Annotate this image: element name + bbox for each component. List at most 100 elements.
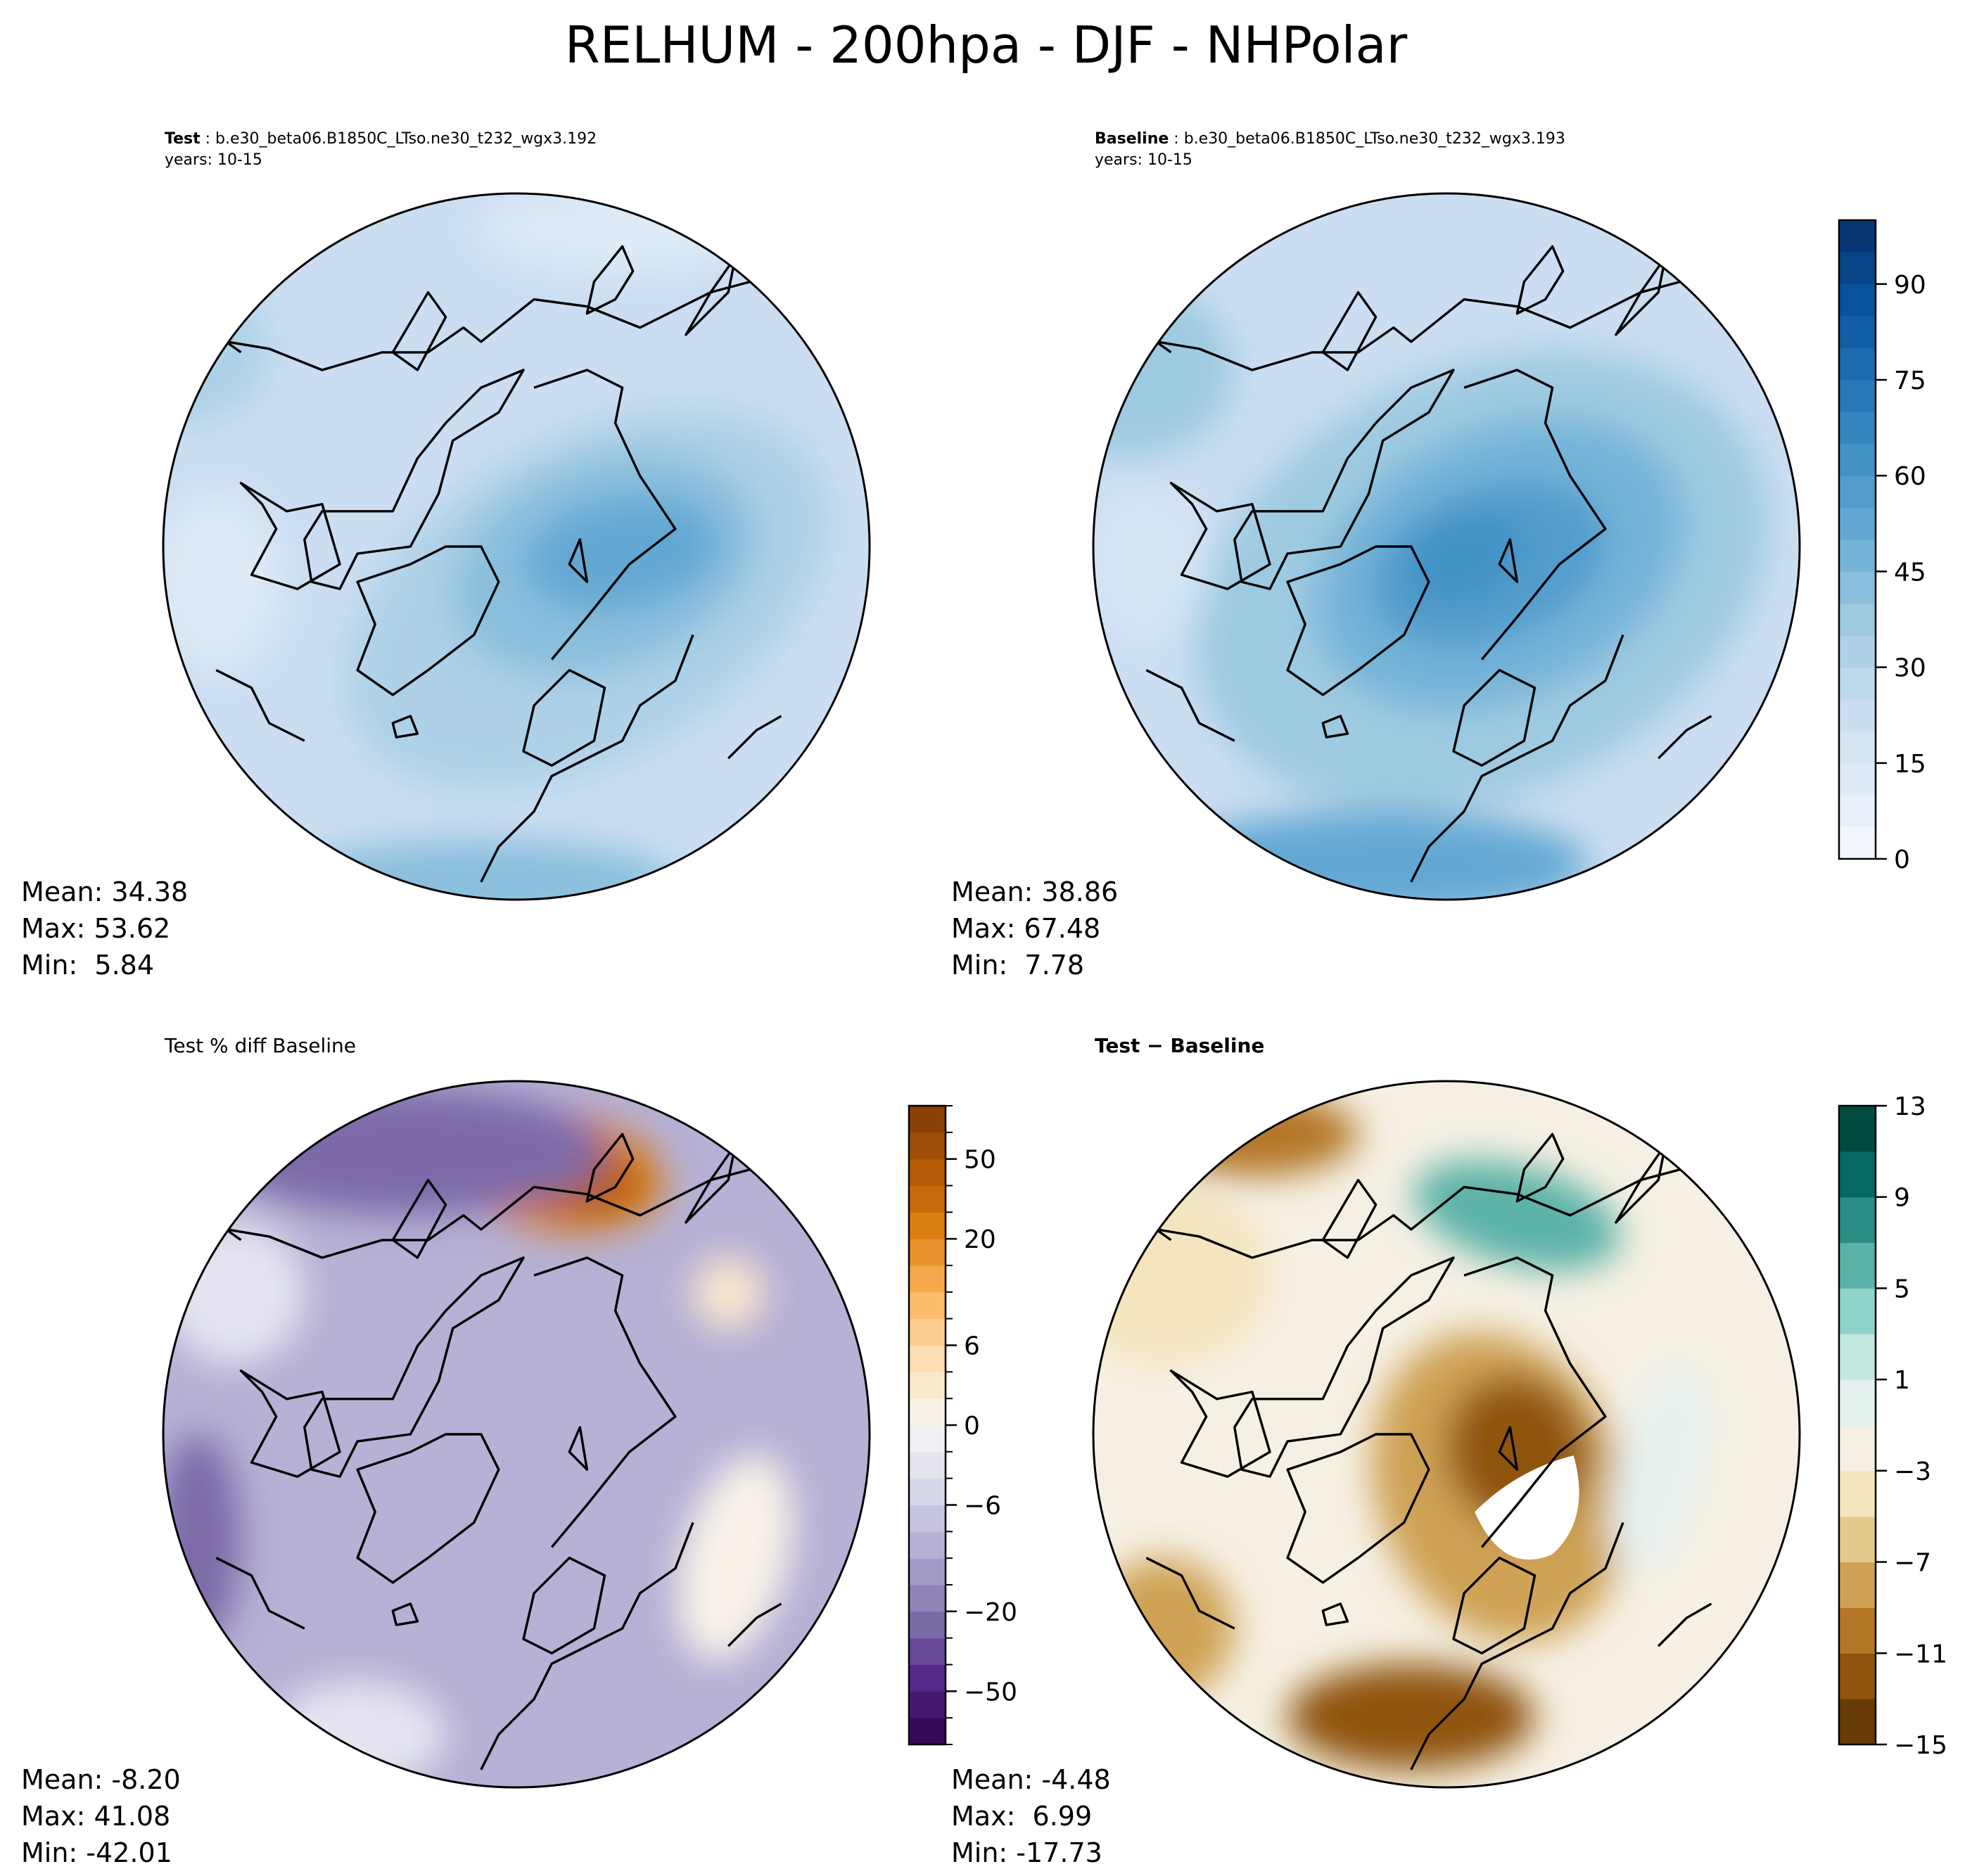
pct-diff-colorbar-tick-label: −6 xyxy=(964,1492,1001,1521)
pct-diff-colorbar-segment xyxy=(909,1239,946,1266)
pctdiff-max: Max: 41.08 xyxy=(21,1801,171,1832)
baseline-min: Min: 7.78 xyxy=(951,950,1084,981)
baseline-map-field xyxy=(1093,193,1800,900)
baseline-colorbar-tick-label: 0 xyxy=(1894,846,1910,874)
baseline-colorbar-segment xyxy=(1839,571,1876,604)
pct-diff-colorbar-tick-label: 6 xyxy=(964,1332,980,1361)
baseline-colorbar-segment xyxy=(1839,795,1876,828)
abs-diff-colorbar-segment xyxy=(1839,1106,1876,1152)
pct-diff-colorbar-segment xyxy=(909,1398,946,1426)
baseline-mean: Mean: 38.86 xyxy=(951,876,1119,907)
baseline-colorbar-segment xyxy=(1839,762,1876,796)
pct-diff-field-region-5 xyxy=(692,1258,764,1329)
baseline-colorbar-segment xyxy=(1839,411,1876,445)
abs-diff-colorbar-tick-label: 1 xyxy=(1894,1366,1910,1395)
pct-diff-colorbar-segment xyxy=(909,1691,946,1718)
baseline-panel-years: years: 10-15 xyxy=(1095,151,1192,169)
abs-diff-colorbar-tick-label: −11 xyxy=(1894,1640,1947,1668)
pct-diff-colorbar-segment xyxy=(909,1106,946,1133)
absdiff-max: Max: 6.99 xyxy=(951,1801,1093,1832)
abs-diff-colorbar-tick-label: 5 xyxy=(1894,1275,1910,1303)
absdiff-stats: Mean: -4.48 Max: 6.99 Min: -17.73 xyxy=(951,1761,1111,1871)
baseline-colorbar-segment xyxy=(1839,827,1876,860)
test-map-boundary xyxy=(162,192,871,901)
pctdiff-panel-title: Test % diff Baseline xyxy=(165,1034,357,1057)
abs-diff-colorbar-tick-label: 13 xyxy=(1894,1092,1926,1121)
baseline-field-region-3 xyxy=(1402,511,1526,603)
abs-diff-colorbar: 13 9 5 1 −3 −7 −11 −15 xyxy=(1838,1092,1947,1760)
baseline-colorbar-segment xyxy=(1839,316,1876,349)
pct-diff-colorbar-segment xyxy=(909,1611,946,1639)
pct-diff-colorbar-segment xyxy=(909,1265,946,1293)
pct-diff-colorbar-tick-label: 20 xyxy=(964,1225,996,1254)
pct-diff-map-field xyxy=(163,1081,870,1787)
pct-diff-colorbar-segment xyxy=(909,1558,946,1585)
baseline-colorbar-segment xyxy=(1839,635,1876,668)
baseline-colorbar-segment xyxy=(1839,380,1876,412)
pct-diff-colorbar-tick-label: 50 xyxy=(964,1146,996,1175)
baseline-colorbar-segment xyxy=(1839,443,1876,476)
pctdiff-mean: Mean: -8.20 xyxy=(21,1764,181,1795)
baseline-field-region-4 xyxy=(1164,811,1588,900)
abs-diff-colorbar-tick-label: −7 xyxy=(1894,1549,1931,1578)
absdiff-panel-title: Test − Baseline xyxy=(1095,1034,1265,1057)
pct-diff-colorbar-segment xyxy=(909,1212,946,1239)
abs-diff-colorbar-segment xyxy=(1839,1379,1876,1426)
pct-diff-field-region-4 xyxy=(677,1454,794,1661)
pct-diff-colorbar-segment xyxy=(909,1478,946,1505)
baseline-colorbar-segment xyxy=(1839,347,1876,381)
baseline-field-region-6 xyxy=(1093,486,1210,642)
baseline-colorbar-tick-label: 60 xyxy=(1894,462,1926,491)
baseline-colorbar-segment xyxy=(1839,731,1876,764)
baseline-colorbar: 0 15 30 45 60 75 90 xyxy=(1838,219,1926,874)
abs-diff-colorbar-segment xyxy=(1839,1151,1876,1198)
abs-diff-colorbar-segment xyxy=(1839,1197,1876,1244)
test-panel-title: Test : b.e30_beta06.B1850C_LTso.ne30_t23… xyxy=(165,130,597,148)
pct-diff-colorbar-segment xyxy=(909,1451,946,1479)
baseline-colorbar-segment xyxy=(1839,476,1876,509)
test-mean: Mean: 34.38 xyxy=(21,876,189,907)
test-map-field xyxy=(163,193,870,900)
abs-diff-field-region-3 xyxy=(1287,1664,1535,1770)
pct-diff-colorbar-segment xyxy=(909,1318,946,1346)
abs-diff-colorbar-segment xyxy=(1839,1242,1876,1289)
pct-diff-colorbar-segment xyxy=(909,1638,946,1665)
baseline-colorbar-segment xyxy=(1839,220,1876,253)
pct-diff-field-region-7 xyxy=(269,1681,446,1787)
baseline-colorbar-tick-label: 75 xyxy=(1894,366,1926,395)
abs-diff-missing-data-region xyxy=(1475,1455,1579,1560)
abs-diff-colorbar-tick-label: −3 xyxy=(1894,1457,1931,1486)
pct-diff-colorbar-segment xyxy=(909,1664,946,1692)
baseline-colorbar-segment xyxy=(1839,667,1876,700)
baseline-panel-title: Baseline : b.e30_beta06.B1850C_LTso.ne30… xyxy=(1095,130,1565,148)
abs-diff-colorbar-segment xyxy=(1839,1334,1876,1380)
pct-diff-colorbar-segment xyxy=(909,1718,946,1745)
pct-diff-field-region-6 xyxy=(163,1222,305,1364)
test-stats: Mean: 34.38 Max: 53.62 Min: 5.84 xyxy=(21,874,188,983)
baseline-colorbar-segment xyxy=(1839,507,1876,540)
baseline-colorbar-tick-label: 30 xyxy=(1894,654,1926,683)
abs-diff-field-region-7 xyxy=(1093,1557,1235,1699)
pct-diff-field-region-3 xyxy=(163,1434,241,1647)
figure-title: RELHUM - 200hpa - DJF - NHPolar xyxy=(564,15,1408,75)
baseline-colorbar-tick-label: 90 xyxy=(1894,271,1926,300)
baseline-colorbar-tick-label: 45 xyxy=(1894,558,1926,587)
pct-diff-colorbar-segment xyxy=(909,1505,946,1532)
pct-diff-colorbar: 50 20 6 0 −6 −20 −50 xyxy=(908,1104,1017,1746)
baseline-field-region-5 xyxy=(1093,281,1235,459)
pct-diff-map-boundary xyxy=(162,1080,871,1789)
baseline-stats: Mean: 38.86 Max: 67.48 Min: 7.78 xyxy=(951,874,1118,983)
pct-diff-colorbar-segment xyxy=(909,1159,946,1186)
abs-diff-field-region-4 xyxy=(1093,1187,1271,1364)
baseline-max: Max: 67.48 xyxy=(951,913,1101,944)
abs-diff-map-field xyxy=(1093,1081,1800,1787)
pct-diff-colorbar-segment xyxy=(909,1425,946,1453)
abs-diff-field-region-5 xyxy=(1146,1092,1359,1177)
abs-diff-colorbar-segment xyxy=(1839,1607,1876,1654)
baseline-colorbar-segment xyxy=(1839,283,1876,317)
abs-diff-colorbar-segment xyxy=(1839,1653,1876,1699)
baseline-colorbar-tick-label: 15 xyxy=(1894,750,1926,779)
absdiff-mean: Mean: -4.48 xyxy=(951,1764,1111,1795)
pct-diff-colorbar-tick-label: −50 xyxy=(964,1678,1017,1706)
test-field-region-5 xyxy=(163,493,280,670)
